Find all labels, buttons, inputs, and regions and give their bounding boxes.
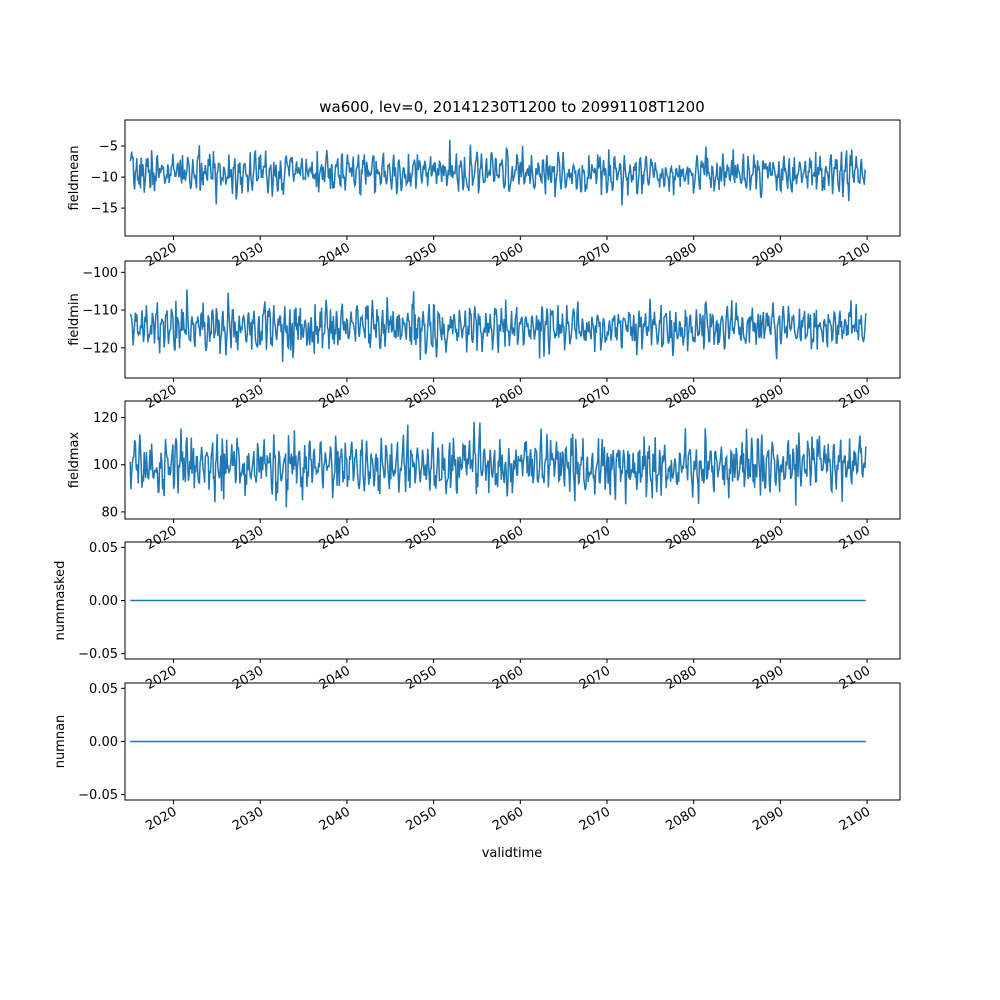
x-tick-label: 2040 xyxy=(317,240,353,270)
x-tick-label: 2070 xyxy=(577,382,613,412)
x-tick-label: 2020 xyxy=(143,382,179,412)
x-tick-label: 2100 xyxy=(837,804,873,834)
y-axis-label: nummasked xyxy=(53,561,68,641)
x-tick-label: 2020 xyxy=(143,240,179,270)
x-tick-label: 2060 xyxy=(490,804,526,834)
x-tick-label: 2060 xyxy=(490,382,526,412)
x-tick-label: 2040 xyxy=(317,382,353,412)
x-tick-label: 2080 xyxy=(664,663,700,693)
x-tick-label: 2090 xyxy=(750,240,786,270)
x-tick-label: 2030 xyxy=(230,804,266,834)
y-tick-label: −100 xyxy=(82,266,118,281)
x-tick-label: 2030 xyxy=(230,382,266,412)
x-tick-label: 2090 xyxy=(750,523,786,553)
y-tick-label: −0.05 xyxy=(78,647,118,662)
x-tick-label: 2020 xyxy=(143,523,179,553)
series-line-fieldmean xyxy=(129,139,867,206)
x-tick-label: 2060 xyxy=(490,523,526,553)
y-tick-label: 100 xyxy=(93,458,118,473)
x-tick-label: 2090 xyxy=(750,382,786,412)
x-axis-label: validtime xyxy=(482,846,543,861)
y-axis-label: fieldmin xyxy=(67,293,82,346)
axes-frame xyxy=(124,260,901,379)
y-tick-label: 0.05 xyxy=(89,541,118,556)
x-tick-label: 2050 xyxy=(403,382,439,412)
y-tick-label: 80 xyxy=(101,505,118,520)
panel-nummasked: 0.05 0.00 −0.05 nummasked 2020 2030 2040 2050 20… xyxy=(53,541,901,693)
x-tick-label: 2040 xyxy=(317,663,353,693)
y-tick-label: 0.00 xyxy=(89,735,118,750)
x-tick-label: 2100 xyxy=(837,663,873,693)
x-tick-label: 2070 xyxy=(577,804,613,834)
y-axis-label: numnan xyxy=(53,715,68,769)
axes-frame xyxy=(124,119,901,237)
x-tick-label: 2030 xyxy=(230,663,266,693)
x-tick-label: 2050 xyxy=(403,663,439,693)
x-tick-label: 2040 xyxy=(317,523,353,553)
panel-numnan: 0.05 0.00 −0.05 numnan 2020 2030 2040 2050 2060 2… xyxy=(53,682,901,834)
x-tick-label: 2060 xyxy=(490,240,526,270)
x-tick-label: 2080 xyxy=(664,804,700,834)
x-tick-label: 2070 xyxy=(577,663,613,693)
x-tick-label: 2030 xyxy=(230,240,266,270)
x-tick-label: 2090 xyxy=(750,663,786,693)
x-tick-label: 2050 xyxy=(403,523,439,553)
y-axis-label: fieldmax xyxy=(67,432,82,489)
x-tick-label: 2060 xyxy=(490,663,526,693)
y-tick-label: −5 xyxy=(99,140,118,155)
y-tick-label: 120 xyxy=(93,411,118,426)
axes-frame xyxy=(124,400,901,520)
y-tick-label: −0.05 xyxy=(78,788,118,803)
panel-fieldmean: −5 −10 −15 fieldmean 2020 2030 2040 2050 2060 207… xyxy=(67,119,901,270)
x-tick-label: 2050 xyxy=(403,804,439,834)
x-tick-label: 2020 xyxy=(143,663,179,693)
x-tick-label: 2090 xyxy=(750,804,786,834)
x-tick-label: 2080 xyxy=(664,523,700,553)
x-tick-label: 2100 xyxy=(837,523,873,553)
x-tick-label: 2040 xyxy=(317,804,353,834)
y-axis-label: fieldmean xyxy=(67,146,82,211)
x-tick-label: 2050 xyxy=(403,240,439,270)
chart-title: wa600, lev=0, 20141230T1200 to 20991108T… xyxy=(319,98,705,116)
x-tick-label: 2100 xyxy=(837,240,873,270)
y-tick-label: −120 xyxy=(82,341,118,356)
x-tick-label: 2100 xyxy=(837,382,873,412)
x-tick-label: 2070 xyxy=(577,240,613,270)
subplots: −5 −10 −15 fieldmean 2020 2030 2040 2050 2060 207… xyxy=(53,119,901,834)
series-line-fieldmin xyxy=(129,289,867,363)
y-tick-label: 0.05 xyxy=(89,682,118,697)
x-tick-label: 2020 xyxy=(143,804,179,834)
y-tick-label: −15 xyxy=(91,202,118,217)
y-tick-label: 0.00 xyxy=(89,594,118,609)
y-tick-label: −10 xyxy=(91,171,118,186)
x-tick-label: 2080 xyxy=(664,382,700,412)
y-tick-label: −110 xyxy=(82,304,118,319)
x-tick-label: 2030 xyxy=(230,523,266,553)
panel-fieldmax: 80 100 120 fieldmax 2020 2030 2040 2050 2060 2070… xyxy=(67,400,901,553)
series-line-fieldmax xyxy=(129,421,867,508)
x-tick-label: 2070 xyxy=(577,523,613,553)
x-tick-label: 2080 xyxy=(664,240,700,270)
